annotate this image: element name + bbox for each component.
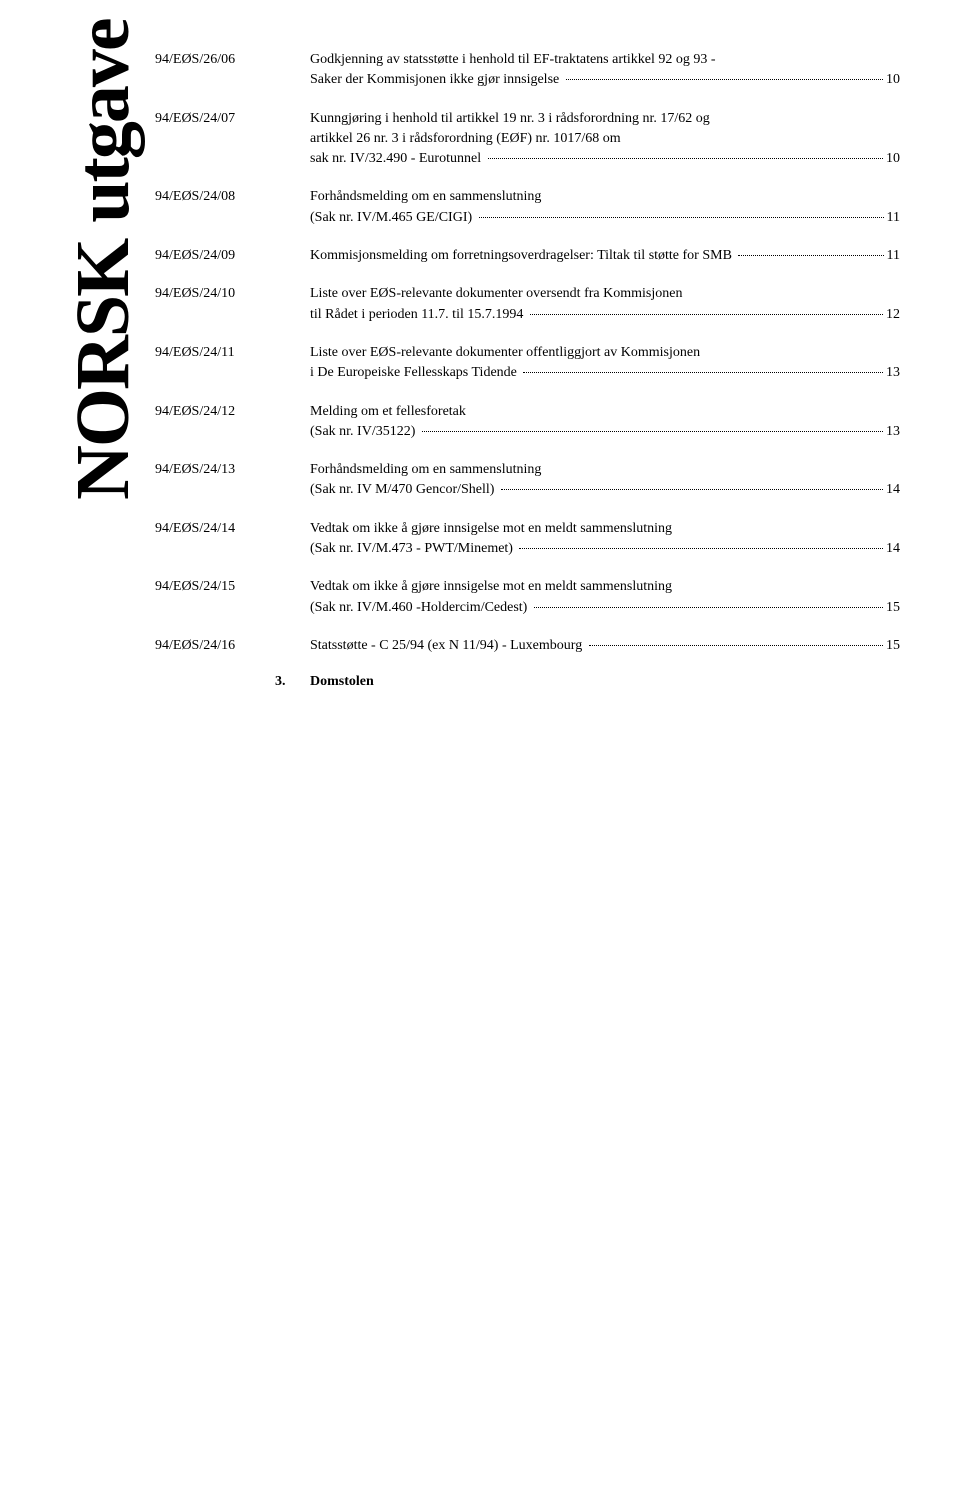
toc-entry: 94/EØS/24/08Forhåndsmelding om en sammen… [155,187,900,228]
entry-line: artikkel 26 nr. 3 i rådsforordning (EØF)… [310,129,900,149]
toc-entry: 94/EØS/24/12Melding om et fellesforetak(… [155,402,900,443]
entry-line: Melding om et fellesforetak [310,402,900,422]
leader-dots [566,79,883,80]
entry-last-line: til Rådet i perioden 11.7. til 15.7.1994… [310,305,900,325]
entry-last-text: Kommisjonsmelding om forretningsoverdrag… [310,246,735,266]
entry-text: Kunngjøring i henhold til artikkel 19 nr… [310,109,900,170]
entry-line: Forhåndsmelding om en sammenslutning [310,187,900,207]
leader-dots [530,314,883,315]
entry-code: 94/EØS/26/06 [155,50,310,91]
document-page: NORSK utgave 94/EØS/26/06Godkjenning av … [0,0,960,1509]
entry-line: Forhåndsmelding om en sammenslutning [310,460,900,480]
entry-line: Liste over EØS-relevante dokumenter over… [310,284,900,304]
leader-dots [589,645,883,646]
entry-code: 94/EØS/24/14 [155,519,310,560]
entry-last-line: i De Europeiske Fellesskaps Tidende 13 [310,363,900,383]
toc-entry: 94/EØS/24/10Liste over EØS-relevante dok… [155,284,900,325]
entry-last-text: Statsstøtte - C 25/94 (ex N 11/94) - Lux… [310,636,586,656]
entry-page-number: 14 [886,480,900,500]
section-title: Domstolen [310,674,374,690]
entry-last-text: (Sak nr. IV/M.460 -Holdercim/Cedest) [310,598,531,618]
leader-dots [534,607,883,608]
entry-text: Kommisjonsmelding om forretningsoverdrag… [310,246,900,266]
leader-dots [501,489,883,490]
entry-code: 94/EØS/24/10 [155,284,310,325]
leader-dots [523,372,883,373]
entry-last-text: (Sak nr. IV/35122) [310,422,419,442]
entry-last-line: (Sak nr. IV M/470 Gencor/Shell) 14 [310,480,900,500]
entry-last-line: (Sak nr. IV/M.465 GE/CIGI) 11 [310,208,900,228]
entry-last-text: til Rådet i perioden 11.7. til 15.7.1994 [310,305,527,325]
section-number: 3. [155,674,310,690]
toc-content: 94/EØS/26/06Godkjenning av statsstøtte i… [155,50,900,690]
entry-code: 94/EØS/24/08 [155,187,310,228]
entry-text: Liste over EØS-relevante dokumenter offe… [310,343,900,384]
toc-entry: 94/EØS/24/13Forhåndsmelding om en sammen… [155,460,900,501]
entry-page-number: 15 [886,598,900,618]
toc-entry: 94/EØS/24/16Statsstøtte - C 25/94 (ex N … [155,636,900,656]
entry-text: Statsstøtte - C 25/94 (ex N 11/94) - Lux… [310,636,900,656]
entry-code: 94/EØS/24/07 [155,109,310,170]
entry-page-number: 10 [886,149,900,169]
toc-entry: 94/EØS/24/09Kommisjonsmelding om forretn… [155,246,900,266]
entry-last-text: (Sak nr. IV/M.465 GE/CIGI) [310,208,476,228]
entry-code: 94/EØS/24/13 [155,460,310,501]
entry-line: Vedtak om ikke å gjøre innsigelse mot en… [310,519,900,539]
toc-entry: 94/EØS/24/14Vedtak om ikke å gjøre innsi… [155,519,900,560]
entry-line: Liste over EØS-relevante dokumenter offe… [310,343,900,363]
entry-line: Kunngjøring i henhold til artikkel 19 nr… [310,109,900,129]
entry-line: Vedtak om ikke å gjøre innsigelse mot en… [310,577,900,597]
entry-page-number: 10 [886,70,900,90]
entry-page-number: 13 [886,363,900,383]
entry-text: Godkjenning av statsstøtte i henhold til… [310,50,900,91]
leader-dots [479,217,884,218]
entry-last-text: (Sak nr. IV M/470 Gencor/Shell) [310,480,498,500]
entry-last-line: Kommisjonsmelding om forretningsoverdrag… [310,246,900,266]
entry-code: 94/EØS/24/09 [155,246,310,266]
entry-last-line: Saker der Kommisjonen ikke gjør innsigel… [310,70,900,90]
entry-text: Forhåndsmelding om en sammenslutning(Sak… [310,187,900,228]
entry-text: Vedtak om ikke å gjøre innsigelse mot en… [310,577,900,618]
entry-page-number: 14 [886,539,900,559]
entry-last-text: i De Europeiske Fellesskaps Tidende [310,363,520,383]
entry-code: 94/EØS/24/16 [155,636,310,656]
leader-dots [738,255,883,256]
leader-dots [519,548,883,549]
entry-last-line: (Sak nr. IV/M.460 -Holdercim/Cedest) 15 [310,598,900,618]
toc-entry: 94/EØS/24/07Kunngjøring i henhold til ar… [155,109,900,170]
entry-page-number: 11 [887,246,900,266]
entry-text: Vedtak om ikke å gjøre innsigelse mot en… [310,519,900,560]
entry-last-text: Saker der Kommisjonen ikke gjør innsigel… [310,70,563,90]
entry-last-text: (Sak nr. IV/M.473 - PWT/Minemet) [310,539,516,559]
entry-last-line: Statsstøtte - C 25/94 (ex N 11/94) - Lux… [310,636,900,656]
entry-text: Forhåndsmelding om en sammenslutning(Sak… [310,460,900,501]
entry-line: Godkjenning av statsstøtte i henhold til… [310,50,900,70]
entry-last-text: sak nr. IV/32.490 - Eurotunnel [310,149,485,169]
entry-page-number: 11 [887,208,900,228]
toc-entry: 94/EØS/24/11Liste over EØS-relevante dok… [155,343,900,384]
toc-entry: 94/EØS/26/06Godkjenning av statsstøtte i… [155,50,900,91]
entry-text: Liste over EØS-relevante dokumenter over… [310,284,900,325]
entry-page-number: 13 [886,422,900,442]
entry-code: 94/EØS/24/15 [155,577,310,618]
section-row: 3. Domstolen [155,674,900,690]
entry-page-number: 15 [886,636,900,656]
toc-entry: 94/EØS/24/15Vedtak om ikke å gjøre innsi… [155,577,900,618]
entry-code: 94/EØS/24/12 [155,402,310,443]
leader-dots [422,431,883,432]
entry-last-line: (Sak nr. IV/35122) 13 [310,422,900,442]
side-edition-label: NORSK utgave [60,19,147,500]
entry-last-line: (Sak nr. IV/M.473 - PWT/Minemet) 14 [310,539,900,559]
entry-text: Melding om et fellesforetak(Sak nr. IV/3… [310,402,900,443]
entry-code: 94/EØS/24/11 [155,343,310,384]
entry-page-number: 12 [886,305,900,325]
entry-last-line: sak nr. IV/32.490 - Eurotunnel 10 [310,149,900,169]
leader-dots [488,158,883,159]
